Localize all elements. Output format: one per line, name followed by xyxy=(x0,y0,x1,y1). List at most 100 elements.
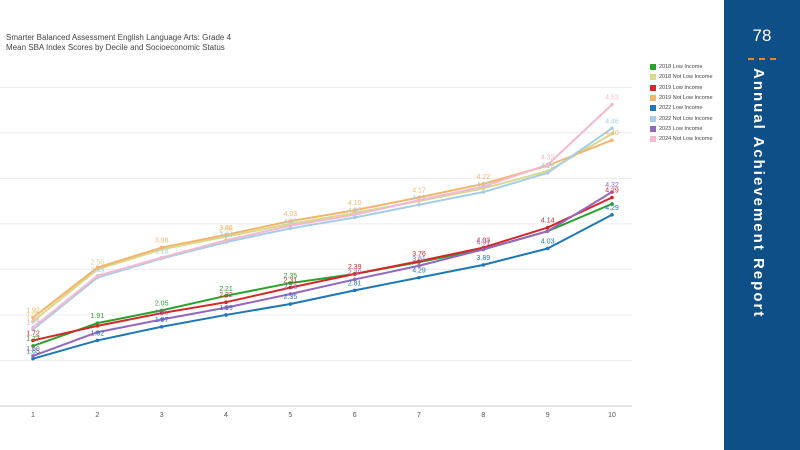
data-label: 4.32 xyxy=(605,182,619,189)
series-lines xyxy=(31,102,614,361)
chart-subtitle: Mean SBA Index Scores by Decile and Soci… xyxy=(6,43,225,52)
legend-swatch xyxy=(650,136,656,143)
data-label: 1.98 xyxy=(26,311,40,318)
data-point xyxy=(288,292,293,296)
data-label: 3.89 xyxy=(477,255,491,262)
legend-item: 2024 Not Low Income xyxy=(650,134,713,144)
data-point xyxy=(352,215,357,220)
series-line xyxy=(32,139,613,319)
legend-swatch xyxy=(650,115,656,122)
data-label: 4.03 xyxy=(477,238,491,245)
data-point xyxy=(352,212,357,217)
legend-swatch xyxy=(650,105,656,112)
legend-label: 2019 Not Low Income xyxy=(659,95,713,102)
data-point xyxy=(481,263,486,267)
series-line xyxy=(32,132,613,323)
data-label: 2.86 xyxy=(219,227,233,234)
data-point xyxy=(417,263,421,268)
data-point xyxy=(352,272,357,276)
data-point xyxy=(545,229,550,233)
data-label: 1.04 xyxy=(26,318,40,325)
data-point xyxy=(159,245,164,250)
x-tick-label: 8 xyxy=(481,412,485,419)
data-label: 4.22 xyxy=(477,174,491,181)
data-point xyxy=(610,138,614,142)
data-label: 4.29 xyxy=(605,187,619,194)
data-point xyxy=(159,308,164,313)
data-label: 2.05 xyxy=(155,300,169,307)
data-point xyxy=(610,190,614,194)
data-point xyxy=(31,325,35,330)
grid-lines xyxy=(0,86,632,407)
x-tick-label: 3 xyxy=(160,412,164,419)
series-line xyxy=(32,191,613,357)
data-point xyxy=(417,195,421,200)
data-point xyxy=(610,131,614,136)
data-point xyxy=(159,255,164,260)
data-label: 4.20 xyxy=(477,182,491,189)
data-point xyxy=(95,330,100,335)
data-label: 2.30 xyxy=(348,269,362,276)
data-label: 2.21 xyxy=(219,286,233,293)
data-label: 1.82 xyxy=(91,330,105,337)
legend-label: 2022 Not Low Income xyxy=(659,115,713,122)
data-point xyxy=(481,247,486,252)
legend-item: 2019 Low Income xyxy=(650,83,713,93)
data-point xyxy=(610,212,614,217)
data-label: 3.18 xyxy=(155,248,169,255)
data-point xyxy=(159,317,164,322)
data-labels: 1.77 1.91 2.05 2.21 2.35 1.98 2.50 2.86 1.72 2.32… xyxy=(26,95,619,356)
data-label: 4.32 xyxy=(541,155,555,162)
data-point xyxy=(31,319,35,324)
data-point xyxy=(224,233,228,237)
data-label: 4.03 xyxy=(284,211,298,218)
data-label: 4.05 xyxy=(348,208,362,215)
data-point xyxy=(545,171,550,175)
data-point xyxy=(224,313,228,317)
data-label: 1.91 xyxy=(91,313,105,320)
data-point xyxy=(610,202,614,206)
data-point xyxy=(224,238,228,243)
data-label: 2.32 xyxy=(219,292,233,299)
data-label: 4.10 xyxy=(348,200,362,207)
data-point xyxy=(288,226,293,231)
chart-title: Smarter Balanced Assessment English Lang… xyxy=(6,33,232,42)
data-point xyxy=(417,275,421,280)
data-point xyxy=(31,356,35,361)
legend-item: 2019 Not Low Income xyxy=(650,93,713,103)
data-label: 2.35 xyxy=(284,294,298,301)
data-label: 4.00 xyxy=(284,218,298,225)
data-point xyxy=(417,259,421,264)
legend-swatch xyxy=(650,125,656,132)
x-tick-label: 6 xyxy=(353,412,357,419)
data-point xyxy=(352,288,357,293)
data-label: 4.12 xyxy=(412,195,426,202)
data-point xyxy=(481,190,486,194)
data-label: 2.43 xyxy=(91,268,105,275)
data-label: 4.29 xyxy=(605,205,619,212)
data-point xyxy=(159,324,164,329)
data-label: 1.99 xyxy=(219,305,233,312)
data-point xyxy=(481,184,486,189)
data-point xyxy=(224,305,228,310)
data-label: 4.46 xyxy=(605,118,619,125)
legend-swatch xyxy=(650,74,656,81)
data-label: 4.29 xyxy=(412,268,426,275)
data-label: 4.40 xyxy=(605,130,619,137)
legend-label: 2018 Low Income xyxy=(659,64,703,71)
data-label: 2.50 xyxy=(91,259,105,266)
legend-item: 2022 Not Low Income xyxy=(650,113,713,123)
legend-item: 2018 Not Low Income xyxy=(650,72,713,82)
legend-label: 2024 Not Low Income xyxy=(659,136,713,143)
data-point xyxy=(288,223,293,228)
data-label: 2.31 xyxy=(284,278,298,285)
data-point xyxy=(545,246,550,251)
series-line xyxy=(32,196,613,342)
legend-item: 2023 Low Income xyxy=(650,124,713,134)
data-point xyxy=(95,324,100,328)
data-point xyxy=(352,208,357,213)
series-line xyxy=(32,213,613,360)
data-point xyxy=(417,202,421,207)
data-label: 1.65 xyxy=(26,349,40,356)
